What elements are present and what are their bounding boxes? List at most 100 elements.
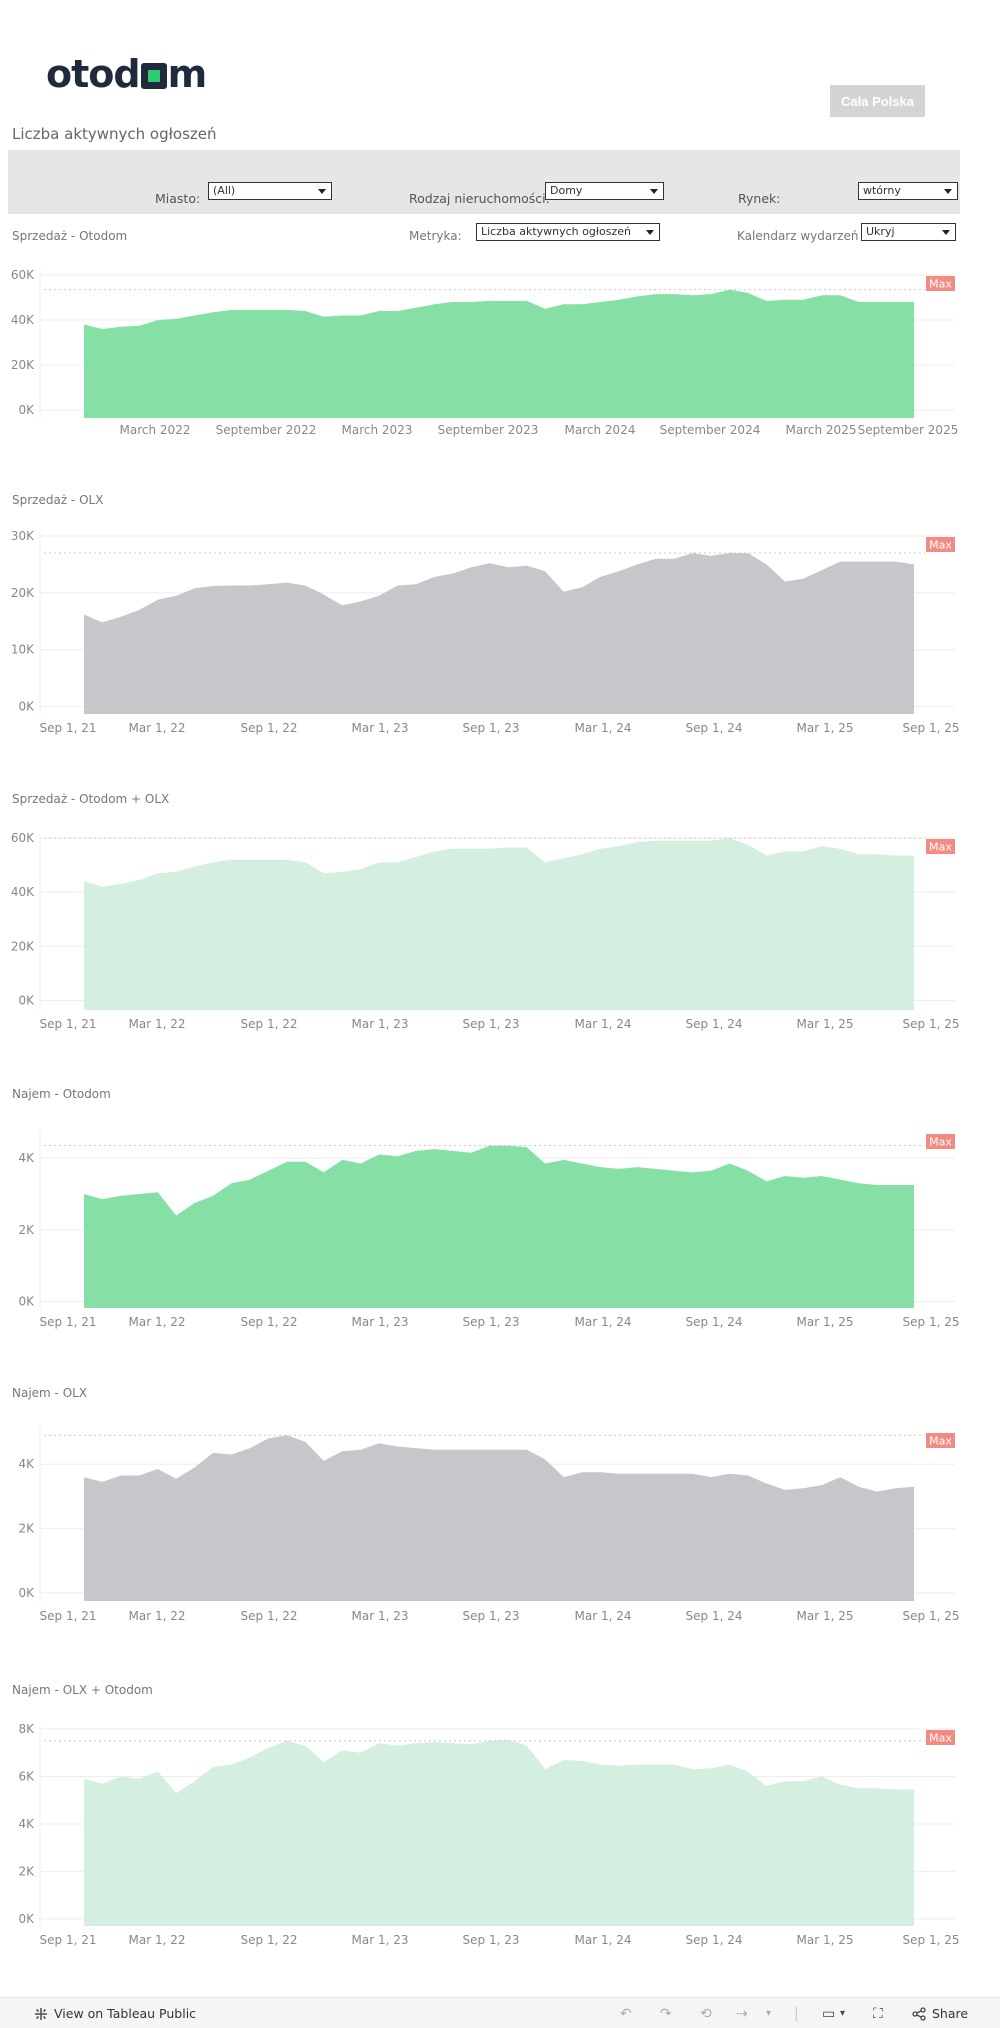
chart-najem-olx[interactable]: 0K 2K 4K Max Sep 1, 21 Mar 1, 22 Sep 1, 22 Mar … <box>0 1424 1000 1634</box>
fullscreen-icon[interactable]: ⛶ <box>873 2006 883 2022</box>
redo-icon[interactable]: ↷ <box>660 2006 672 2022</box>
chevron-down-icon <box>318 189 326 194</box>
x-tick-label: Mar 1, 22 <box>129 1609 186 1623</box>
kalendarz-select[interactable]: Ukryj <box>861 223 956 241</box>
y-tick-label: 2K <box>18 1864 35 1878</box>
chevron-down-icon[interactable]: ▾ <box>840 2008 846 2019</box>
x-tick-label: Mar 1, 23 <box>352 1315 409 1329</box>
x-tick-label: Sep 1, 22 <box>241 1017 298 1031</box>
y-tick-label: 4K <box>18 1151 35 1165</box>
presentation-icon[interactable]: ▭ <box>822 2006 836 2022</box>
area-series[interactable] <box>84 1435 914 1601</box>
x-tick-label: Sep 1, 24 <box>686 721 743 735</box>
x-tick-label: Mar 1, 25 <box>797 1933 854 1947</box>
x-tick-label: Sep 1, 21 <box>40 1933 97 1947</box>
chart-title-najem-otodom: Najem - Otodom <box>12 1087 111 1101</box>
view-on-tableau-link[interactable]: View on Tableau Public <box>54 2006 197 2021</box>
chevron-down-icon[interactable]: ▾ <box>766 2008 772 2019</box>
max-badge <box>926 537 955 552</box>
x-tick-label: Mar 1, 24 <box>575 1609 632 1623</box>
chart-title-najem-olx: Najem - OLX <box>12 1386 88 1400</box>
chart-sprzedaz-olx[interactable]: 0K 10K 20K 30K Max Sep 1, 21 Mar 1, 22 Sep 1, 2… <box>0 528 1000 746</box>
x-tick-label: Sep 1, 22 <box>241 721 298 735</box>
x-tick-label: Mar 1, 25 <box>797 721 854 735</box>
metryka-select[interactable]: Liczba aktywnych ogłoszeń <box>476 223 660 241</box>
y-tick-label: 20K <box>11 939 35 953</box>
chevron-down-icon <box>646 230 654 235</box>
y-tick-label: 4K <box>18 1457 35 1471</box>
x-tick-label: Mar 1, 23 <box>352 1933 409 1947</box>
chart-title-sprzedaz-olx: Sprzedaż - OLX <box>12 493 104 507</box>
max-badge-label: Max <box>929 539 952 552</box>
chart-najem-combined[interactable]: 0K 2K 4K 6K 8K Max Sep 1, 21 Mar 1, 22 Sep 1, 22… <box>0 1721 1000 1958</box>
share-button[interactable]: Share <box>932 2006 969 2021</box>
y-tick-label: 8K <box>18 1722 35 1736</box>
undo-icon[interactable]: ↶ <box>620 2006 632 2022</box>
x-tick-label: Sep 1, 24 <box>686 1933 743 1947</box>
max-badge-label: Max <box>929 1732 952 1745</box>
y-tick-label: 0K <box>18 1912 35 1926</box>
y-tick-label: 4K <box>18 1817 35 1831</box>
x-tick-label: September 2022 <box>216 423 317 437</box>
chevron-down-icon <box>650 189 658 194</box>
area-series[interactable] <box>84 838 914 1010</box>
x-tick-label: Mar 1, 24 <box>575 1315 632 1329</box>
refresh-icon[interactable]: ⇢ <box>736 2006 748 2022</box>
chart-title-sprzedaz-combined: Sprzedaż - Otodom + OLX <box>12 792 170 806</box>
x-tick-label: Mar 1, 22 <box>129 1017 186 1031</box>
rynek-select[interactable]: wtórny <box>858 182 958 200</box>
x-tick-label: Sep 1, 23 <box>463 721 520 735</box>
chart-title-najem-combined: Najem - OLX + Otodom <box>12 1683 153 1697</box>
chart-sprzedaz-otodom[interactable]: 0K 20K 40K 60K Max March 2022 September 2022 Ma… <box>0 266 1000 448</box>
otodom-logo: otod m <box>46 52 207 96</box>
y-tick-label: 60K <box>11 831 35 845</box>
x-tick-label: Mar 1, 25 <box>797 1315 854 1329</box>
x-tick-label: Mar 1, 22 <box>129 1933 186 1947</box>
revert-icon[interactable]: ⟲ <box>700 2006 712 2022</box>
x-tick-label: March 2024 <box>565 423 636 437</box>
area-series[interactable] <box>84 553 914 714</box>
x-tick-label: Mar 1, 23 <box>352 721 409 735</box>
x-tick-label: Sep 1, 25 <box>903 1933 960 1947</box>
y-tick-label: 40K <box>11 313 35 327</box>
x-tick-label: Sep 1, 22 <box>241 1609 298 1623</box>
x-tick-label: Sep 1, 21 <box>40 1017 97 1031</box>
x-tick-label: March 2022 <box>120 423 191 437</box>
x-tick-label: Sep 1, 25 <box>903 721 960 735</box>
toolbar-divider: | <box>794 2006 799 2022</box>
area-series[interactable] <box>84 289 914 418</box>
chart-najem-otodom[interactable]: 0K 2K 4K Max Sep 1, 21 Mar 1, 22 Sep 1, 22 Mar … <box>0 1125 1000 1340</box>
max-badge-label: Max <box>929 278 952 291</box>
y-tick-label: 0K <box>18 700 35 714</box>
area-series[interactable] <box>84 1739 914 1926</box>
x-tick-label: Mar 1, 22 <box>129 721 186 735</box>
x-tick-label: Sep 1, 23 <box>463 1609 520 1623</box>
x-tick-label: Sep 1, 21 <box>40 1609 97 1623</box>
x-tick-label: Mar 1, 24 <box>575 1017 632 1031</box>
max-badge-label: Max <box>929 841 952 854</box>
area-series[interactable] <box>84 1145 914 1308</box>
chart-sprzedaz-combined[interactable]: 0K 20K 40K 60K Max Sep 1, 21 Mar 1, 22 Sep 1, 2… <box>0 830 1000 1042</box>
x-tick-label: Sep 1, 25 <box>903 1315 960 1329</box>
y-tick-label: 6K <box>18 1769 35 1783</box>
metryka-label: Metryka: <box>409 229 462 243</box>
y-tick-label: 40K <box>11 885 35 899</box>
miasto-select[interactable]: (All) <box>208 182 332 200</box>
y-tick-label: 20K <box>11 358 35 372</box>
x-tick-label: Sep 1, 21 <box>40 1315 97 1329</box>
y-tick-label: 20K <box>11 586 35 600</box>
rodzaj-select[interactable]: Domy <box>545 182 664 200</box>
share-icon[interactable] <box>912 2007 926 2021</box>
x-tick-label: March 2025 <box>786 423 857 437</box>
y-tick-label: 0K <box>18 1295 35 1309</box>
chevron-down-icon <box>944 189 952 194</box>
max-badge <box>926 276 955 291</box>
x-tick-label: Sep 1, 25 <box>903 1609 960 1623</box>
y-tick-label: 30K <box>11 529 35 543</box>
y-tick-label: 0K <box>18 1586 35 1600</box>
region-button[interactable]: Cała Polska <box>830 85 925 117</box>
y-tick-label: 10K <box>11 643 35 657</box>
x-tick-label: September 2024 <box>660 423 761 437</box>
max-badge-label: Max <box>929 1136 952 1149</box>
x-tick-label: Sep 1, 22 <box>241 1933 298 1947</box>
